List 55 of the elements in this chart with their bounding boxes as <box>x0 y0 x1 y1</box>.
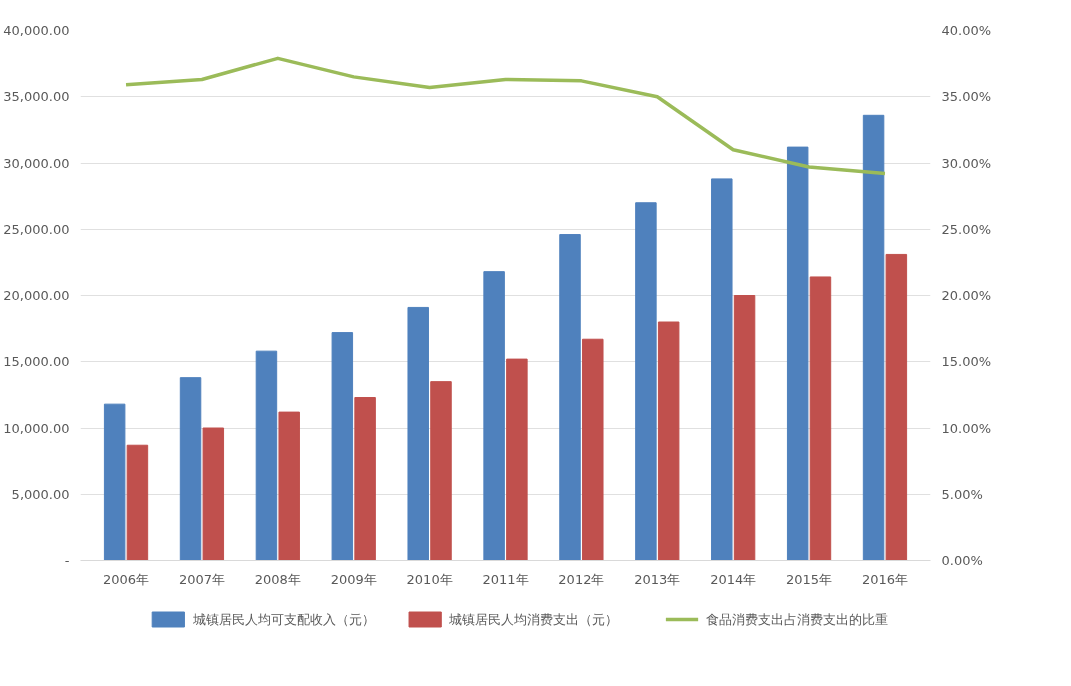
line-series <box>124 56 887 176</box>
x-tick-label: 2010年 <box>406 571 453 587</box>
bar <box>202 427 225 561</box>
legend-label: 食品消费支出占消费支出的比重 <box>706 612 889 627</box>
bar <box>733 295 756 561</box>
legend-label: 城镇居民人均可支配收入（元） <box>191 612 375 627</box>
bar <box>862 114 885 561</box>
y-tick-label: 15,000.00 <box>3 354 70 370</box>
bar <box>582 338 604 561</box>
x-tick-label: 2011年 <box>482 571 529 587</box>
y2-tick-label: 25.00% <box>941 221 992 237</box>
x-tick-label: 2012年 <box>558 571 605 587</box>
x-tick-label: 2009年 <box>330 571 377 587</box>
y2-tick-label: 5.00% <box>941 486 983 502</box>
bar <box>483 271 505 561</box>
bar <box>635 202 657 561</box>
y-tick-label: 30,000.00 <box>3 155 70 171</box>
bar <box>657 321 680 561</box>
y-tick-label: 40,000.00 <box>3 23 70 38</box>
y2-tick-label: 0.00% <box>941 553 983 568</box>
bar <box>786 146 809 561</box>
bar <box>407 306 429 561</box>
y-tick-label: 5,000.00 <box>11 486 70 502</box>
bar <box>809 276 832 561</box>
bar <box>255 350 278 561</box>
bar <box>278 411 300 561</box>
x-tick-label: 2013年 <box>634 571 681 587</box>
x-tick-label: 2006年 <box>102 571 150 587</box>
bar <box>179 377 202 561</box>
bar <box>506 358 528 561</box>
x-tick-label: 2014年 <box>710 571 757 587</box>
y-tick-label: 35,000.00 <box>3 89 70 105</box>
y-tick-label: 10,000.00 <box>3 420 70 436</box>
x-tick-label: 2007年 <box>178 571 225 587</box>
x-tick-label: 2016年 <box>861 571 909 587</box>
bar <box>430 381 452 561</box>
bar <box>559 234 581 561</box>
bar <box>331 332 354 561</box>
bar <box>126 444 149 561</box>
y-tick-label: 25,000.00 <box>3 221 70 237</box>
y2-tick-label: 20.00% <box>941 288 992 303</box>
bar <box>885 253 908 561</box>
legend-label: 城镇居民人均消费支出（元） <box>448 612 619 627</box>
x-tick-label: 2015年 <box>786 571 833 587</box>
y2-tick-label: 10.00% <box>941 420 992 436</box>
x-tick-label: 2008年 <box>254 571 301 587</box>
y2-tick-label: 40.00% <box>941 23 992 38</box>
y-tick-label: 20,000.00 <box>3 288 70 303</box>
y2-tick-label: 35.00% <box>941 89 992 105</box>
y-tick-label: - <box>64 553 70 568</box>
bar <box>711 178 733 561</box>
y2-tick-label: 15.00% <box>941 354 992 370</box>
bar <box>103 403 126 561</box>
y2-tick-label: 30.00% <box>941 155 992 171</box>
bar <box>354 397 376 561</box>
